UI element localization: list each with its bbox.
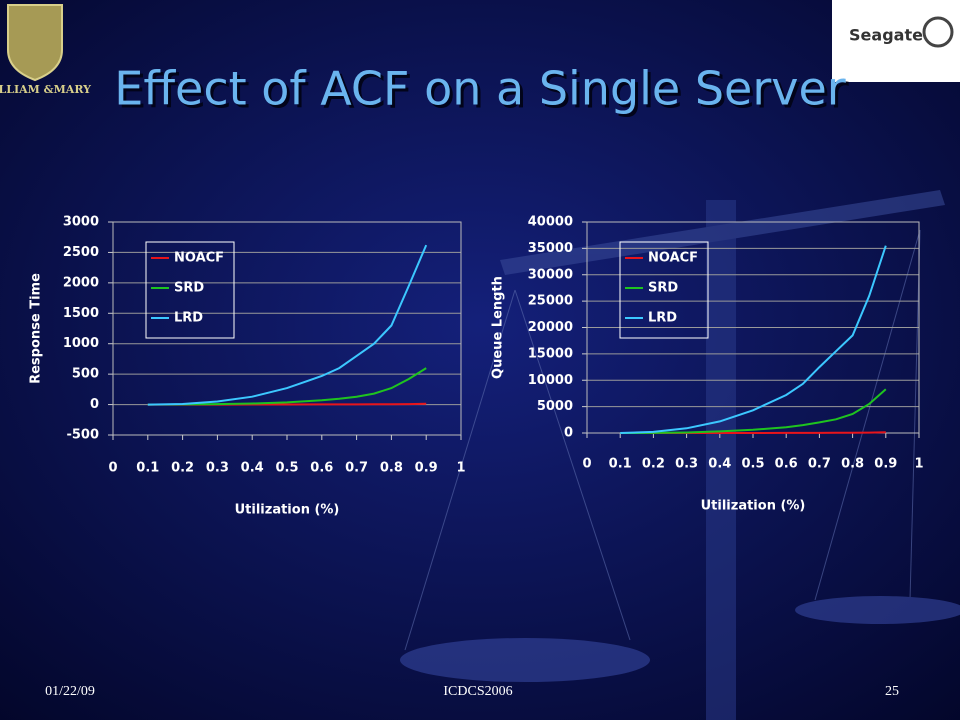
x-tick-label: 0.7 [345,461,368,476]
legend-label: LRD [174,311,203,326]
x-tick-label: 0 [108,461,117,476]
legend-label: NOACF [648,251,698,266]
x-tick-label: 0.4 [241,461,264,476]
legend-label: SRD [174,281,204,296]
y-axis-label: Queue Length [491,276,506,379]
series-line [147,367,427,406]
series-line [620,388,887,434]
y-tick-label: 3000 [63,215,99,230]
footer-conference: ICDCS2006 [443,684,512,699]
logo-text: WILLIAM &MARY [0,83,91,96]
x-tick-label: 0.2 [171,461,194,476]
scale-decoration [400,190,960,720]
x-tick-label: 0.8 [841,457,864,472]
x-tick-label: 0.6 [775,457,798,472]
title-shadow: Effect of ACF on a Single Server [117,65,849,119]
logo-text: Seagate [849,26,923,45]
x-tick-label: 0.5 [275,461,298,476]
legend-label: LRD [648,311,677,326]
y-tick-label: 0 [90,397,99,412]
y-tick-label: 20000 [528,320,573,335]
y-tick-label: 5000 [537,399,573,414]
legend-box [145,241,235,339]
chart: 0 5000 10000 15000 20000 25000 30000 35000 40000… [491,215,924,514]
y-tick-label: 15000 [528,346,573,361]
x-axis-label: Utilization (%) [701,499,806,514]
chart: -500 0 500 1000 1500 2000 2500 3000 0 0.1 0.2 0.3 0.… [29,215,466,518]
legend-box [619,241,709,339]
x-tick-label: 1 [456,461,465,476]
y-tick-label: 1000 [63,336,99,351]
legend-label: NOACF [174,251,224,266]
slide-title: Effect of ACF on a Single Server [114,62,846,116]
x-tick-label: 0.3 [206,461,229,476]
y-tick-label: 500 [72,367,99,382]
legend-label: SRD [648,281,678,296]
y-tick-label: 2000 [63,275,99,290]
y-axis-label: Response Time [29,273,44,384]
x-tick-label: 0.5 [741,457,764,472]
x-tick-label: 0.8 [380,461,403,476]
footer-date: 01/22/09 [45,684,95,699]
series-line [620,245,887,434]
x-axis-label: Utilization (%) [235,503,340,518]
y-tick-label: 25000 [528,294,573,309]
y-tick-label: 2500 [63,245,99,260]
x-tick-label: 0.9 [874,457,897,472]
x-tick-label: 0.1 [136,461,159,476]
y-tick-label: 40000 [528,215,573,230]
x-tick-label: 0.2 [642,457,665,472]
x-tick-label: 0.1 [609,457,632,472]
logo-right: Seagate [832,0,960,82]
y-tick-label: 35000 [528,241,573,256]
y-tick-label: 0 [564,426,573,441]
footer-page: 25 [885,684,899,699]
logo-left: WILLIAM &MARY [0,4,91,96]
x-tick-label: 0.3 [675,457,698,472]
y-tick-label: 1500 [63,306,99,321]
x-tick-label: 0.9 [415,461,438,476]
y-tick-label: 10000 [528,373,573,388]
x-tick-label: 0.4 [708,457,731,472]
x-tick-label: 0.7 [808,457,831,472]
series-line [147,244,428,406]
x-tick-label: 1 [914,457,923,472]
x-tick-label: 0 [582,457,591,472]
y-tick-label: 30000 [528,267,573,282]
y-tick-label: -500 [66,428,99,443]
x-tick-label: 0.6 [310,461,333,476]
